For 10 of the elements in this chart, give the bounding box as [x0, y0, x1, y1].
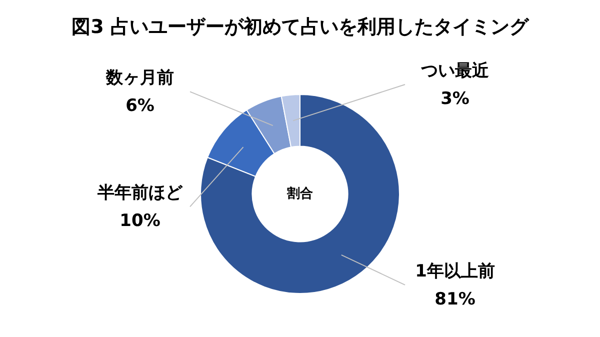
- slice-label: つい最近: [420, 60, 490, 81]
- data-label: 81%: [434, 289, 476, 310]
- data-label: 10%: [120, 211, 160, 232]
- chart-title: 図3 占いユーザーが初めて占いを利用したタイミング: [72, 16, 530, 38]
- text: 割合: [286, 185, 313, 202]
- data-label: 6%: [126, 96, 154, 116]
- slice-label: 1年以上前: [415, 261, 495, 282]
- slice-label: 数ヶ月前: [105, 68, 174, 88]
- slice-label: 半年前ほど: [96, 183, 184, 204]
- data-label: 3%: [440, 88, 470, 109]
